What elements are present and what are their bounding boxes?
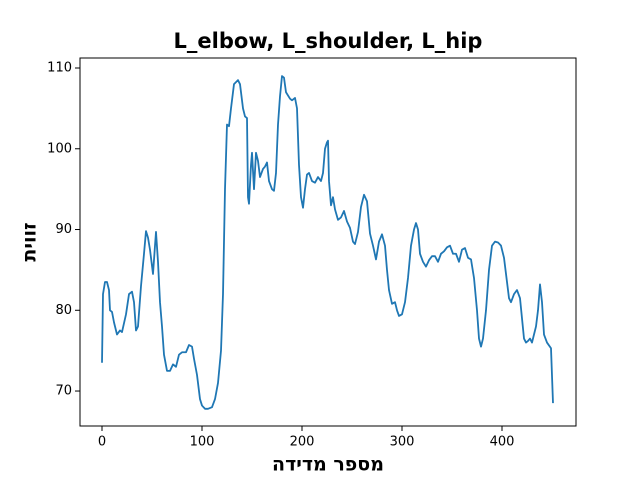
data-line xyxy=(101,75,554,410)
y-axis-label: זווית xyxy=(19,222,41,261)
x-axis-label: מספר מדידה xyxy=(272,454,384,476)
x-tick-label: 100 xyxy=(190,435,215,450)
y-tick-label: 100 xyxy=(47,141,72,156)
y-tick-label: 90 xyxy=(55,222,72,237)
chart-title: L_elbow, L_shoulder, L_hip xyxy=(174,29,483,53)
y-tick-label: 70 xyxy=(55,384,72,399)
x-tick-label: 200 xyxy=(290,435,315,450)
plot-frame xyxy=(79,57,577,427)
x-tick-label: 300 xyxy=(390,435,415,450)
x-tick-label: 400 xyxy=(490,435,515,450)
y-tick-label: 80 xyxy=(55,303,72,318)
y-tick-label: 110 xyxy=(47,61,72,76)
x-tick-label: 0 xyxy=(98,435,106,450)
